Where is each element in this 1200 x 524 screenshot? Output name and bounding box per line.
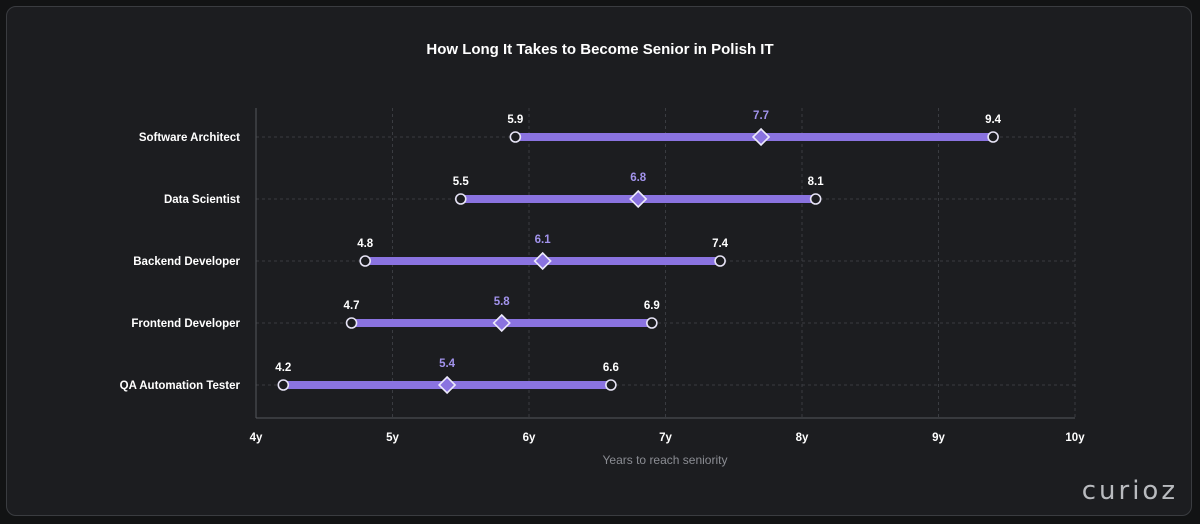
min-marker — [454, 193, 467, 205]
median-marker — [629, 189, 648, 209]
median-value-label: 6.1 — [535, 234, 552, 246]
row-data-scientist: Data Scientist 5.5 8.1 6.8 — [164, 172, 825, 209]
median-marker — [437, 375, 457, 395]
median-value-label: 5.4 — [439, 358, 456, 370]
median-marker — [533, 251, 552, 271]
x-axis-title: Years to reach seniority — [603, 453, 728, 467]
max-value-label: 7.4 — [712, 238, 729, 250]
category-label: QA Automation Tester — [120, 380, 241, 392]
data-layer: Software Architect 5.9 9.4 7.7 Data Scientis… — [120, 110, 1002, 395]
min-value-label: 4.2 — [275, 362, 291, 374]
min-marker — [345, 317, 358, 329]
median-value-label: 6.8 — [630, 172, 647, 184]
max-value-label: 9.4 — [985, 114, 1002, 126]
brand-logo: curioz — [1081, 476, 1178, 506]
chart-title: How Long It Takes to Become Senior in Po… — [426, 41, 773, 58]
max-value-label: 6.6 — [603, 362, 619, 374]
x-tick-label: 7y — [659, 432, 672, 444]
row-frontend-developer: Frontend Developer 4.7 6.9 5.8 — [131, 296, 660, 333]
min-marker — [509, 131, 522, 143]
min-marker — [277, 379, 290, 391]
x-tick-label: 8y — [796, 432, 809, 444]
max-value-label: 8.1 — [808, 176, 825, 188]
row-software-architect: Software Architect 5.9 9.4 7.7 — [139, 110, 1002, 147]
max-marker — [605, 379, 617, 391]
median-marker — [751, 127, 771, 147]
min-marker — [359, 255, 372, 267]
min-value-label: 5.9 — [507, 114, 523, 126]
median-value-label: 7.7 — [753, 110, 769, 122]
x-tick-label: 4y — [250, 432, 263, 444]
row-qa-automation-tester: QA Automation Tester 4.2 6.6 5.4 — [120, 358, 619, 395]
max-marker — [714, 255, 726, 267]
category-label: Frontend Developer — [131, 318, 240, 330]
x-tick-label: 9y — [932, 432, 945, 444]
median-value-label: 5.8 — [494, 296, 511, 308]
x-tick-label: 5y — [386, 432, 399, 444]
max-marker — [987, 131, 999, 143]
min-value-label: 4.8 — [357, 238, 374, 250]
category-label: Software Architect — [139, 132, 240, 144]
max-marker — [646, 317, 658, 329]
x-tick-label: 10y — [1065, 432, 1085, 444]
x-tick-label: 6y — [523, 432, 536, 444]
median-marker — [492, 313, 511, 333]
max-value-label: 6.9 — [644, 300, 660, 312]
category-label: Backend Developer — [133, 256, 240, 268]
min-value-label: 4.7 — [344, 300, 360, 312]
min-value-label: 5.5 — [453, 176, 470, 188]
row-backend-developer: Backend Developer 4.8 7.4 6.1 — [133, 234, 729, 271]
x-axis: 4y 5y 6y 7y 8y 9y 10y — [250, 108, 1085, 444]
category-label: Data Scientist — [164, 194, 240, 206]
max-marker — [809, 193, 822, 205]
